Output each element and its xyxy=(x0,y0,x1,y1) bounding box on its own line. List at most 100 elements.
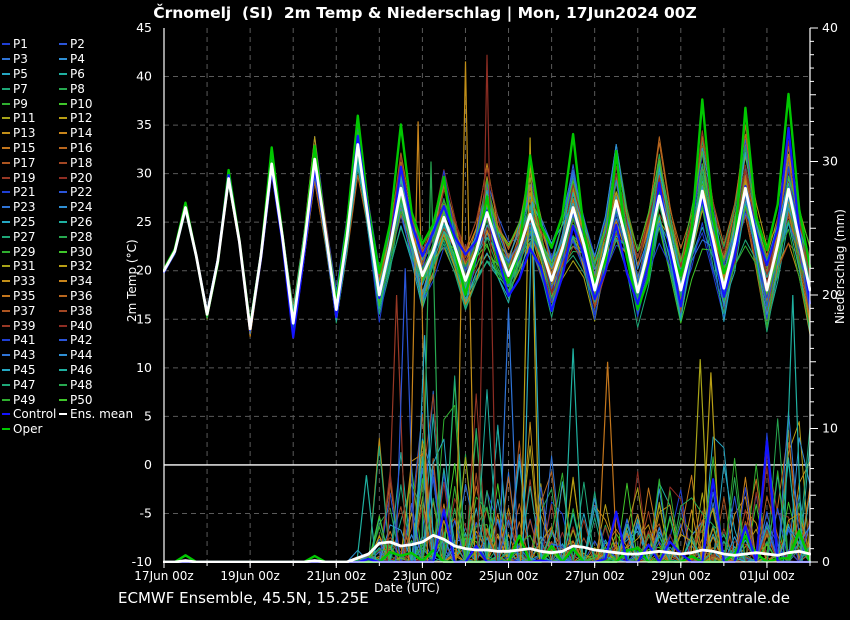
legend-row: P33 P34 xyxy=(2,274,152,289)
legend-item-p40-swatch xyxy=(59,324,67,327)
legend-item-p29-label: P29 xyxy=(13,244,36,259)
legend-item-p41-label: P41 xyxy=(13,333,36,348)
legend-row: P7 P8 xyxy=(2,81,152,96)
legend-row: P21 P22 xyxy=(2,185,152,200)
temp-tick-label: -10 xyxy=(132,554,152,569)
legend-item-p14-label: P14 xyxy=(70,126,93,141)
legend-item-p26-swatch xyxy=(59,220,67,223)
legend-item-p2-label: P2 xyxy=(70,37,85,52)
legend-row: P37 P38 xyxy=(2,303,152,318)
x-axis-label: Date (UTC) xyxy=(0,581,850,595)
legend-item-p24-label: P24 xyxy=(70,200,93,215)
precip-spike xyxy=(476,54,498,563)
legend-item-p10-swatch xyxy=(59,102,67,105)
legend-item-p15-label: P15 xyxy=(13,140,36,155)
legend-item-p7-label: P7 xyxy=(13,81,28,96)
legend-item-p38-swatch xyxy=(59,309,67,312)
legend-row: P5 P6 xyxy=(2,67,152,82)
legend-row: P39 P40 xyxy=(2,318,152,333)
ensemble-legend: P1 P2 P3 P4 P5 P6 P7 P8 P9 P10 P11 P12 P13 P14 P15 P16 P… xyxy=(2,37,152,437)
legend-item-p40-label: P40 xyxy=(70,318,93,333)
legend-item-ens-mean-label: Ens. mean xyxy=(70,407,134,422)
legend-row: P15 P16 xyxy=(2,141,152,156)
precip-spike xyxy=(420,161,442,563)
legend-item-p48-swatch xyxy=(59,383,67,386)
precip-tick-label: 30 xyxy=(822,154,838,169)
chart-title: Črnomelj (SI) 2m Temp & Niederschlag | M… xyxy=(153,4,697,22)
legend-row: Oper xyxy=(2,422,152,437)
legend-item-p49-label: P49 xyxy=(13,392,36,407)
legend-item-p23-label: P23 xyxy=(13,200,36,215)
legend-item-p19-swatch xyxy=(2,176,10,179)
legend-item-p8-swatch xyxy=(59,87,67,90)
precip-spike xyxy=(700,372,721,563)
legend-item-p4-label: P4 xyxy=(70,52,85,67)
legend-row: P17 P18 xyxy=(2,155,152,170)
legend-item-p5-label: P5 xyxy=(13,66,28,81)
legend-row: P27 P28 xyxy=(2,229,152,244)
legend-item-p15-swatch xyxy=(2,146,10,149)
temp-tick-label: 25 xyxy=(136,214,152,229)
legend-item-p7-swatch xyxy=(2,87,10,90)
legend-item-p1-label: P1 xyxy=(13,37,28,52)
legend-item-p42-swatch xyxy=(59,339,67,342)
legend-item-oper-label: Oper xyxy=(13,422,43,437)
legend-row: P11 P12 xyxy=(2,111,152,126)
legend-item-p42-label: P42 xyxy=(70,333,93,348)
legend-item-p4-swatch xyxy=(59,58,67,61)
legend-item-p34-label: P34 xyxy=(70,274,93,289)
legend-item-p31-swatch xyxy=(2,265,10,268)
legend-item-p23-swatch xyxy=(2,206,10,209)
legend-item-p18-label: P18 xyxy=(70,155,93,170)
curves xyxy=(163,54,811,563)
legend-item-p39-label: P39 xyxy=(13,318,36,333)
legend-item-p32-swatch xyxy=(59,265,67,268)
legend-item-p16-swatch xyxy=(59,146,67,149)
legend-row: P43 P44 xyxy=(2,348,152,363)
precip-spike xyxy=(597,361,618,563)
legend-item-p46-label: P46 xyxy=(70,362,93,377)
legend-item-p24-swatch xyxy=(59,206,67,209)
legend-item-p20-label: P20 xyxy=(70,170,93,185)
legend-item-p41-swatch xyxy=(2,339,10,342)
legend-item-p21-label: P21 xyxy=(13,185,36,200)
legend-item-p47-label: P47 xyxy=(13,377,36,392)
temp-tick-label: 15 xyxy=(136,311,152,326)
legend-item-p17-label: P17 xyxy=(13,155,36,170)
legend-item-p6-swatch xyxy=(59,72,67,75)
legend-item-p21-swatch xyxy=(2,191,10,194)
legend-item-p13-swatch xyxy=(2,132,10,135)
date-tick-label: 25Jun 00z xyxy=(479,569,538,583)
footer-site-name: Wetterzentrale.de xyxy=(654,589,790,607)
legend-item-oper-swatch xyxy=(2,428,10,431)
legend-item-p22-swatch xyxy=(59,191,67,194)
legend-item-p33-swatch xyxy=(2,280,10,283)
legend-item-p38-label: P38 xyxy=(70,303,93,318)
legend-item-p16-label: P16 xyxy=(70,140,93,155)
legend-item-p18-swatch xyxy=(59,161,67,164)
legend-item-p12-label: P12 xyxy=(70,111,93,126)
legend-item-p43-label: P43 xyxy=(13,348,36,363)
x-axis-label-text: Date (UTC) xyxy=(374,581,440,595)
precip-spike xyxy=(386,294,407,563)
date-tick-label: 21Jun 00z xyxy=(307,569,366,583)
legend-item-p31-label: P31 xyxy=(13,259,36,274)
legend-item-p45-swatch xyxy=(2,368,10,371)
legend-item-p43-swatch xyxy=(2,354,10,357)
legend-item-p26-label: P26 xyxy=(70,214,93,229)
legend-item-p14-swatch xyxy=(59,132,67,135)
legend-row: P35 P36 xyxy=(2,289,152,304)
temp-tick-label: 20 xyxy=(136,263,152,278)
legend-item-p27-label: P27 xyxy=(13,229,36,244)
precip-spike xyxy=(690,359,711,563)
legend-item-p1-swatch xyxy=(2,43,10,46)
temp-tick-label: 40 xyxy=(136,69,152,84)
legend-item-p30-swatch xyxy=(59,250,67,253)
precip-spike xyxy=(356,475,377,563)
legend-item-p6-label: P6 xyxy=(70,66,85,81)
legend-item-p50-swatch xyxy=(59,398,67,401)
precip-spike xyxy=(522,201,543,563)
temp-tick-label: 5 xyxy=(144,408,152,423)
legend-row: P31 P32 xyxy=(2,259,152,274)
